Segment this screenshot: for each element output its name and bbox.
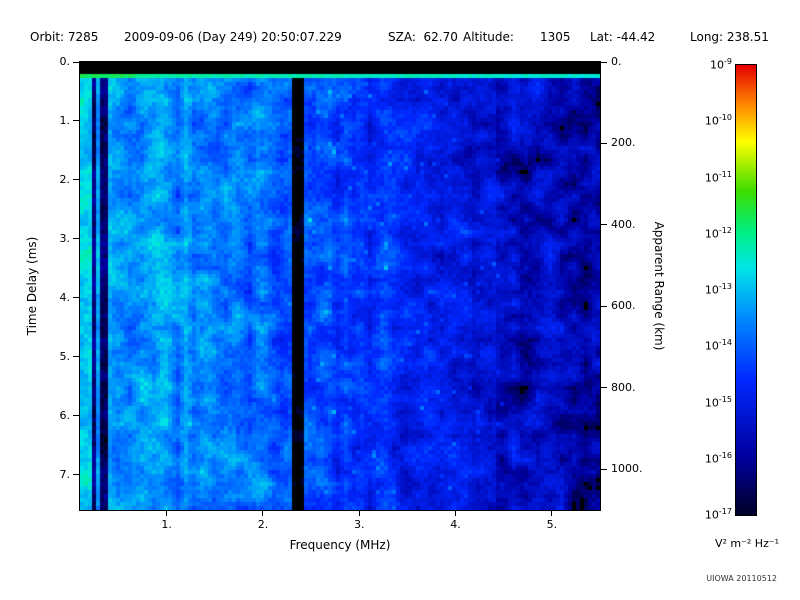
time-delay-tick-label: 4. bbox=[59, 290, 71, 304]
time-delay-tick-label: 1. bbox=[59, 113, 71, 127]
x-axis-title: Frequency (MHz) bbox=[289, 538, 391, 552]
time-delay-tick-label: 7. bbox=[59, 467, 71, 481]
colorbar-tick-label: 10-13 bbox=[704, 282, 732, 297]
x-axis-tick bbox=[455, 511, 457, 516]
time-delay-tick-label: 3. bbox=[59, 231, 71, 245]
apparent-range-tick bbox=[601, 468, 607, 470]
apparent-range-tick bbox=[601, 61, 607, 63]
time-delay-tick bbox=[73, 61, 79, 63]
colorbar-tick-label: 10-15 bbox=[704, 394, 732, 410]
x-axis-tick-label: 1. bbox=[161, 518, 172, 531]
header-long: Long: 238.51 bbox=[690, 30, 769, 44]
colorbar-tick-label: 10-11 bbox=[704, 169, 732, 185]
apparent-range-tick-label: 0. bbox=[611, 55, 622, 68]
time-delay-tick-label: 5. bbox=[59, 349, 71, 363]
time-delay-tick bbox=[73, 120, 79, 122]
apparent-range-tick bbox=[601, 142, 607, 144]
time-delay-tick bbox=[73, 356, 79, 358]
apparent-range-tick bbox=[601, 387, 607, 389]
colorbar-tick-label: 10-16 bbox=[704, 450, 732, 466]
x-axis-tick-label: 5. bbox=[546, 518, 558, 531]
colorbar-tick-label: 10-9 bbox=[710, 57, 732, 72]
time-delay-tick bbox=[73, 297, 79, 299]
colorbar-canvas bbox=[736, 65, 756, 515]
apparent-range-tick-label: 600. bbox=[611, 299, 636, 313]
x-axis-tick bbox=[358, 511, 360, 516]
time-delay-tick bbox=[73, 474, 79, 476]
x-axis-tick bbox=[551, 511, 553, 516]
apparent-range-tick-label: 400. bbox=[611, 217, 636, 231]
time-delay-tick-label: 0. bbox=[59, 55, 71, 68]
colorbar-tick-label: 10-10 bbox=[704, 113, 732, 128]
time-delay-tick-label: 6. bbox=[59, 408, 71, 422]
apparent-range-tick bbox=[601, 305, 607, 307]
time-delay-tick bbox=[73, 415, 79, 417]
apparent-range-tick-label: 800. bbox=[611, 380, 636, 394]
header-altitude-label: Altitude: bbox=[463, 30, 514, 44]
x-axis-tick-label: 2. bbox=[257, 518, 269, 531]
x-axis-tick-label: 3. bbox=[354, 518, 365, 531]
x-axis-tick bbox=[166, 511, 168, 516]
plot-frame bbox=[79, 61, 601, 511]
header-orbit: Orbit: 7285 bbox=[30, 30, 99, 44]
x-axis-tick bbox=[262, 511, 264, 516]
colorbar-tick-label: 10-17 bbox=[704, 507, 732, 522]
header-lat: Lat: -44.42 bbox=[590, 30, 656, 44]
apparent-range-tick-label: 1000. bbox=[611, 462, 643, 476]
colorbar-tick-label: 10-12 bbox=[704, 225, 732, 241]
watermark: UIOWA 20110512 bbox=[706, 574, 777, 583]
header-datetime: 2009-09-06 (Day 249) 20:50:07.229 bbox=[124, 30, 342, 44]
colorbar-frame bbox=[735, 64, 757, 516]
header-altitude-value: 1305 bbox=[540, 30, 571, 44]
apparent-range-tick-label: 200. bbox=[611, 136, 636, 150]
time-delay-tick-label: 2. bbox=[59, 172, 71, 186]
spectrogram-canvas bbox=[80, 62, 600, 510]
x-axis-tick-label: 4. bbox=[450, 518, 461, 531]
header-sza: SZA: 62.70 bbox=[388, 30, 458, 44]
colorbar-units: V² m⁻² Hz⁻¹ bbox=[714, 537, 780, 550]
time-delay-tick bbox=[73, 238, 79, 240]
apparent-range-tick bbox=[601, 224, 607, 226]
time-delay-tick bbox=[73, 179, 79, 181]
colorbar-tick-label: 10-14 bbox=[704, 338, 732, 353]
